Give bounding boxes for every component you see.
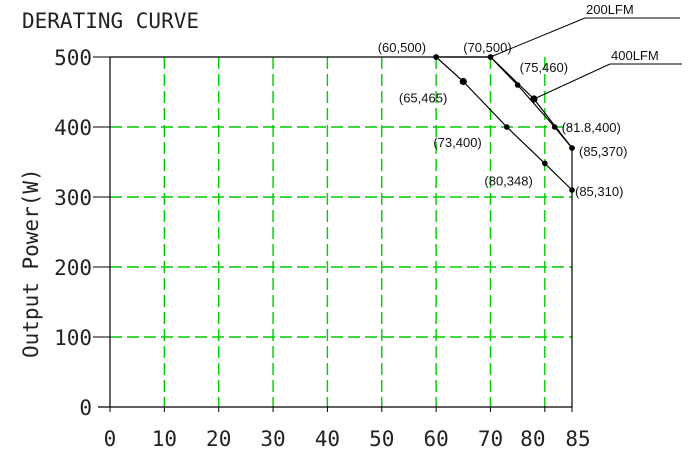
curve-lines [435, 56, 573, 191]
data-point [551, 124, 558, 130]
point-label: (60,500) [378, 40, 426, 55]
leader-line [490, 17, 586, 58]
point-labels: (60,500) (70,500) (75,460) (65,465) (81.8,40… [378, 40, 628, 199]
data-point [514, 82, 521, 88]
x-tick-label: 20 [206, 427, 231, 451]
x-tick-label: 30 [260, 427, 285, 451]
x-tick-label: 80 [520, 427, 545, 451]
y-axis-label: Output Power(W) [19, 168, 43, 358]
y-tick-labels: 0 100 200 300 400 500 [54, 46, 92, 420]
x-tick-label: 85 [565, 427, 590, 451]
y-tick-label: 100 [54, 326, 92, 350]
data-point [569, 187, 575, 193]
chart-title: DERATING CURVE [22, 9, 199, 33]
point-label: (70,500) [463, 40, 511, 55]
data-point [542, 160, 548, 167]
point-label: (85,370) [579, 144, 627, 159]
data-point [433, 54, 439, 60]
y-tick-label: 400 [54, 116, 92, 140]
data-point [569, 145, 575, 151]
x-tick-label: 0 [104, 427, 117, 451]
y-tick-label: 300 [54, 186, 92, 210]
point-label: (75,460) [520, 60, 568, 75]
data-point [503, 124, 510, 130]
x-tick-label: 70 [478, 427, 503, 451]
x-tick-label: 50 [369, 427, 394, 451]
point-label: (85,310) [575, 184, 623, 199]
y-tick-label: 0 [79, 396, 92, 420]
grid-lines [110, 57, 572, 407]
y-tick-label: 200 [54, 256, 92, 280]
point-label: (80,348) [484, 173, 532, 188]
point-label: (65,465) [399, 91, 447, 106]
x-tick-label: 10 [152, 427, 177, 451]
y-tick-label: 500 [54, 46, 92, 70]
marker-point [459, 77, 467, 86]
legend-label-400lfm: 400LFM [611, 48, 659, 63]
point-label: (73,400) [433, 135, 481, 150]
curve-points [433, 54, 575, 193]
series-line [436, 56, 573, 149]
leader-line [533, 63, 611, 100]
x-tick-labels: 0 10 20 30 40 50 60 70 80 85 [104, 427, 591, 451]
airflow-legend: 200LFM 400LFM [490, 2, 682, 100]
x-tick-label: 60 [423, 427, 448, 451]
x-tick-label: 40 [315, 427, 340, 451]
legend-label-200lfm: 200LFM [586, 2, 634, 17]
point-label: (81.8,400) [562, 120, 621, 135]
